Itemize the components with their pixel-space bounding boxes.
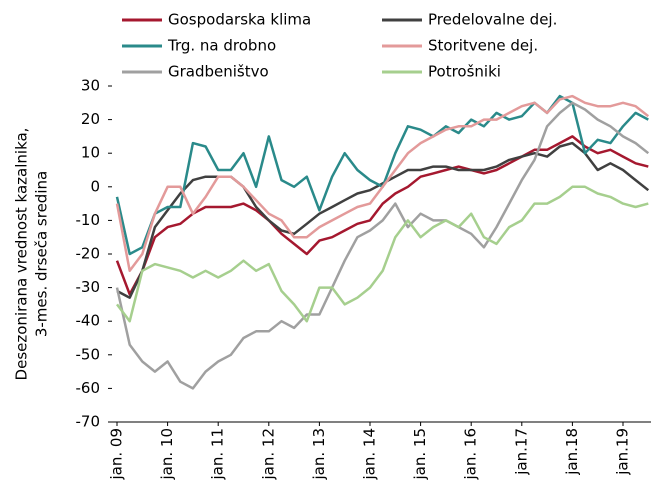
legend-label: Trg. na drobno xyxy=(167,37,276,55)
series-line xyxy=(115,135,649,296)
y-axis-title: Desezonirana vrednost kazalnika, 3-mes. … xyxy=(13,128,51,381)
y-tick-label: -70 xyxy=(76,413,101,431)
legend-label: Predelovalne dej. xyxy=(428,11,557,29)
x-tick-label: jan. 13 xyxy=(310,428,328,481)
series-line xyxy=(115,94,650,273)
y-tick-label: 0 xyxy=(90,177,100,195)
x-tick-label: jan. 09 xyxy=(108,428,126,481)
y-tick-label: 20 xyxy=(81,110,100,128)
y-tick-label: -20 xyxy=(76,245,101,263)
x-tick-label: jan.18 xyxy=(563,428,581,476)
series-line xyxy=(116,185,649,323)
series-line xyxy=(115,101,650,390)
y-axis-label: 3-mes. drseča sredina xyxy=(33,171,51,337)
y-axis-label: Desezonirana vrednost kazalnika, xyxy=(13,128,31,381)
legend-label: Potrošniki xyxy=(428,63,501,81)
y-tick-label: 10 xyxy=(81,144,100,162)
x-tick-label: jan.19 xyxy=(614,428,632,476)
x-tick-label: jan. 10 xyxy=(158,428,176,481)
y-tick-label: -40 xyxy=(76,312,101,330)
legend-label: Gradbeništvo xyxy=(168,63,269,81)
legend-label: Gospodarska klima xyxy=(168,11,311,29)
y-tick-label: -10 xyxy=(76,211,101,229)
x-tick-label: jan. 15 xyxy=(411,428,429,481)
x-tick-label: jan. 11 xyxy=(209,428,227,481)
series-line xyxy=(115,94,649,256)
x-tick-label: jan. 12 xyxy=(259,428,277,481)
y-tick-label: 30 xyxy=(81,77,100,95)
legend-label: Storitvene dej. xyxy=(428,37,538,55)
y-tick-label: -30 xyxy=(76,278,101,296)
y-tick-label: -50 xyxy=(76,345,101,363)
x-tick-label: jan. 16 xyxy=(462,428,480,481)
x-tick-label: jan.17 xyxy=(512,428,530,476)
x-tick-label: jan. 14 xyxy=(361,428,379,481)
y-tick-label: -60 xyxy=(76,379,101,397)
